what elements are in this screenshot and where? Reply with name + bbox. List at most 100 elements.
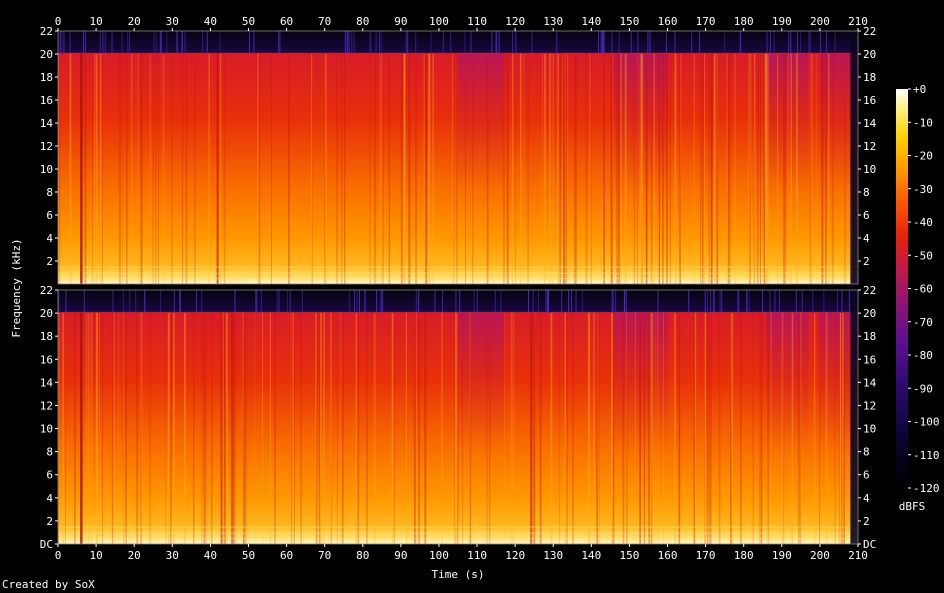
texture-line: [315, 312, 317, 544]
texture-line: [140, 312, 142, 544]
texture-line: [425, 312, 427, 544]
texture-line: [732, 312, 734, 544]
spike-line: [603, 31, 605, 54]
texture-line: [288, 53, 290, 284]
spike-line: [820, 31, 821, 54]
texture-line: [400, 53, 403, 284]
texture-line: [379, 53, 382, 284]
colorbar-tick-label: -60: [913, 283, 933, 296]
spike-line: [801, 290, 803, 313]
x-tick-label: 170: [696, 15, 716, 28]
texture-line: [225, 312, 228, 544]
texture-line: [65, 312, 66, 544]
texture-line: [679, 53, 681, 284]
spike-line: [538, 290, 539, 313]
texture-line: [220, 53, 222, 284]
texture-line: [167, 312, 170, 544]
spike-line: [278, 290, 280, 313]
spike-line: [179, 290, 181, 313]
texture-line: [572, 312, 574, 544]
texture-line: [557, 53, 559, 284]
texture-line: [451, 53, 454, 284]
texture-line: [550, 312, 553, 544]
texture-line: [591, 53, 593, 284]
y-tick-label: 10: [40, 423, 53, 436]
spike-line: [351, 31, 353, 54]
spike-line: [710, 290, 712, 313]
colorbar-tick-label: +0: [913, 83, 926, 96]
y-tick-label: 16: [40, 353, 53, 366]
texture-line: [586, 53, 588, 284]
y-tick-label: 8: [46, 446, 53, 459]
texture-line: [563, 53, 565, 284]
texture-line: [375, 53, 377, 284]
spike-line: [788, 31, 790, 54]
texture-line: [520, 53, 522, 284]
texture-line: [650, 53, 653, 284]
texture-line: [393, 312, 396, 544]
texture-line: [639, 53, 642, 284]
texture-line: [749, 53, 751, 284]
spike-line: [234, 290, 236, 313]
y-tick-label: 16: [40, 94, 53, 107]
x-tick-label: 70: [318, 15, 331, 28]
x-tick-label: 140: [581, 549, 601, 562]
texture-line: [713, 53, 716, 284]
spike-line: [60, 31, 62, 54]
y-tick-label: 20: [40, 307, 53, 320]
texture-line: [763, 53, 765, 284]
y-tick-label: 14: [863, 117, 877, 130]
x-tick-label: 150: [619, 15, 639, 28]
spike-line: [724, 31, 726, 54]
texture-line: [216, 53, 219, 284]
texture-line: [760, 312, 763, 544]
texture-line: [415, 53, 417, 284]
x-tick-label: 100: [429, 549, 449, 562]
texture-line: [552, 53, 554, 284]
y-tick-label: 10: [40, 163, 53, 176]
texture-line: [795, 53, 797, 284]
texture-line: [122, 53, 123, 284]
texture-line: [201, 312, 203, 544]
x-axis-label: Time (s): [432, 568, 485, 581]
spectrogram-panels: [57, 30, 859, 545]
spike-line: [795, 290, 797, 313]
texture-line: [469, 312, 472, 544]
texture-line: [674, 53, 677, 284]
texture-line: [382, 53, 384, 284]
texture-line: [565, 312, 566, 544]
texture-line: [620, 53, 622, 284]
texture-line: [641, 53, 643, 284]
spike-line: [276, 290, 278, 313]
texture-line: [616, 53, 618, 284]
texture-line: [645, 53, 648, 284]
texture-line: [624, 53, 627, 284]
spike-line: [647, 31, 649, 54]
texture-line: [472, 53, 474, 284]
spike-line: [598, 31, 599, 54]
spike-line: [746, 290, 748, 313]
texture-line: [530, 312, 532, 544]
texture-line: [565, 53, 567, 284]
spike-line: [344, 31, 346, 54]
spike-line: [637, 31, 639, 54]
texture-line: [227, 312, 228, 544]
texture-line: [641, 53, 643, 284]
spike-line: [714, 290, 716, 313]
texture-line: [415, 312, 417, 544]
texture-line: [150, 312, 152, 544]
spike-line: [182, 31, 184, 54]
texture-line: [704, 312, 706, 544]
spike-line: [778, 290, 780, 313]
channel-panel-1: [57, 30, 859, 285]
band-line: [58, 532, 858, 535]
texture-line: [533, 312, 536, 544]
texture-line: [486, 53, 489, 284]
texture-line: [759, 312, 761, 544]
spike-line: [470, 31, 472, 54]
texture-line: [340, 312, 342, 544]
texture-line: [814, 312, 816, 544]
spike-line: [810, 31, 812, 54]
